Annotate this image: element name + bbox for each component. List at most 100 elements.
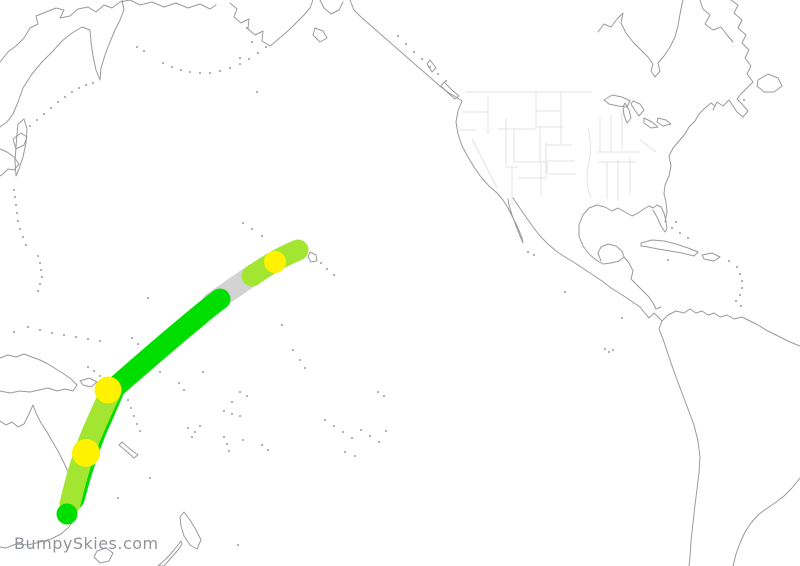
coastline-new-zealand-south <box>157 540 183 566</box>
island-dot <box>219 70 221 72</box>
island-dot <box>228 450 230 452</box>
island-dot <box>117 497 119 499</box>
island-dot <box>187 427 189 429</box>
island-dot <box>16 212 18 214</box>
island-dot <box>237 544 239 546</box>
coastline-new-guinea <box>0 353 78 394</box>
island-dot <box>40 269 42 271</box>
island-dot <box>85 84 87 86</box>
island-dot <box>741 280 743 282</box>
route-marker-waypoint_yellow <box>94 376 122 404</box>
island-dot <box>736 266 738 268</box>
watermark: BumpySkies.com <box>14 534 159 553</box>
island-dot <box>739 273 741 275</box>
island-dots <box>13 27 745 546</box>
island-dot <box>149 477 151 479</box>
island-dot <box>344 451 346 453</box>
island-dot <box>564 291 566 293</box>
island-dot <box>377 391 379 393</box>
island-dot <box>242 222 244 224</box>
island-dot <box>246 395 248 397</box>
island-dot <box>191 436 193 438</box>
island-dot <box>22 236 24 238</box>
island-dot <box>743 99 745 101</box>
coastline-hispaniola <box>701 252 721 262</box>
coastline-new-zealand-north <box>179 511 202 550</box>
island-dot <box>43 113 45 115</box>
island-dot <box>136 423 138 425</box>
island-dot <box>223 436 225 438</box>
island-dot <box>369 435 371 437</box>
island-dot <box>256 91 258 93</box>
island-dot <box>39 262 41 264</box>
island-dot <box>741 287 743 289</box>
island-dot <box>248 58 250 60</box>
coastline-lake-michigan <box>622 102 632 124</box>
island-dot <box>437 73 439 75</box>
island-dot <box>383 395 385 397</box>
coastline-vancouver-island <box>440 81 460 100</box>
island-dot <box>202 371 204 373</box>
island-dot <box>687 237 689 239</box>
coastline-new-britain <box>79 377 98 388</box>
island-dot <box>87 338 89 340</box>
island-dot <box>671 227 673 229</box>
island-dot <box>162 62 164 64</box>
coastline-kamchatka-okhotsk <box>0 0 125 128</box>
island-dot <box>19 228 21 230</box>
route-segment-light_green <box>59 380 122 515</box>
island-dot <box>178 382 180 384</box>
coastline-tasmania <box>93 547 114 564</box>
island-dot <box>78 87 80 89</box>
island-dot <box>608 351 610 353</box>
island-dot <box>667 259 669 261</box>
island-dot <box>740 305 742 307</box>
island-dot <box>223 410 225 412</box>
island-dot <box>239 63 241 65</box>
coastline-lake-huron <box>630 100 645 117</box>
island-dot <box>13 189 15 191</box>
island-dot <box>25 244 27 246</box>
coastline-cook-inlet <box>319 0 344 15</box>
island-dot <box>385 430 387 432</box>
island-dot <box>139 430 141 432</box>
coastline-hokkaido <box>12 132 28 150</box>
island-dot <box>99 375 101 377</box>
island-dot <box>239 57 241 59</box>
island-dot <box>136 46 138 48</box>
island-dot <box>199 425 201 427</box>
island-dot <box>13 331 15 333</box>
island-dot <box>39 283 41 285</box>
island-dot <box>29 125 31 127</box>
coastline-haida-gwaii <box>426 59 437 73</box>
island-dot <box>51 332 53 334</box>
island-dot <box>127 399 129 401</box>
coastline-siberia-arctic <box>0 0 217 63</box>
island-dot <box>675 221 677 223</box>
island-dot <box>527 251 529 253</box>
island-dot <box>147 297 149 299</box>
island-dot <box>36 119 38 121</box>
island-dot <box>261 444 263 446</box>
coastline-gulf-of-mexico-florida <box>578 204 668 265</box>
island-dot <box>92 82 94 84</box>
island-dot <box>41 276 43 278</box>
island-dot <box>50 107 52 109</box>
island-dot <box>159 371 161 373</box>
island-dot <box>251 228 253 230</box>
island-dot <box>257 52 259 54</box>
island-dot <box>267 449 269 451</box>
island-dot <box>421 58 423 60</box>
island-dot <box>239 391 241 393</box>
island-dot <box>87 366 89 368</box>
coastline-caribbean-central-america <box>623 256 662 310</box>
coastline-us-east <box>663 81 754 223</box>
coastline-new-caledonia <box>118 441 139 459</box>
island-dot <box>342 431 344 433</box>
island-dot <box>63 334 65 336</box>
island-dot <box>71 91 73 93</box>
route-marker-waypoint_yellow <box>72 439 100 467</box>
island-dot <box>326 268 328 270</box>
